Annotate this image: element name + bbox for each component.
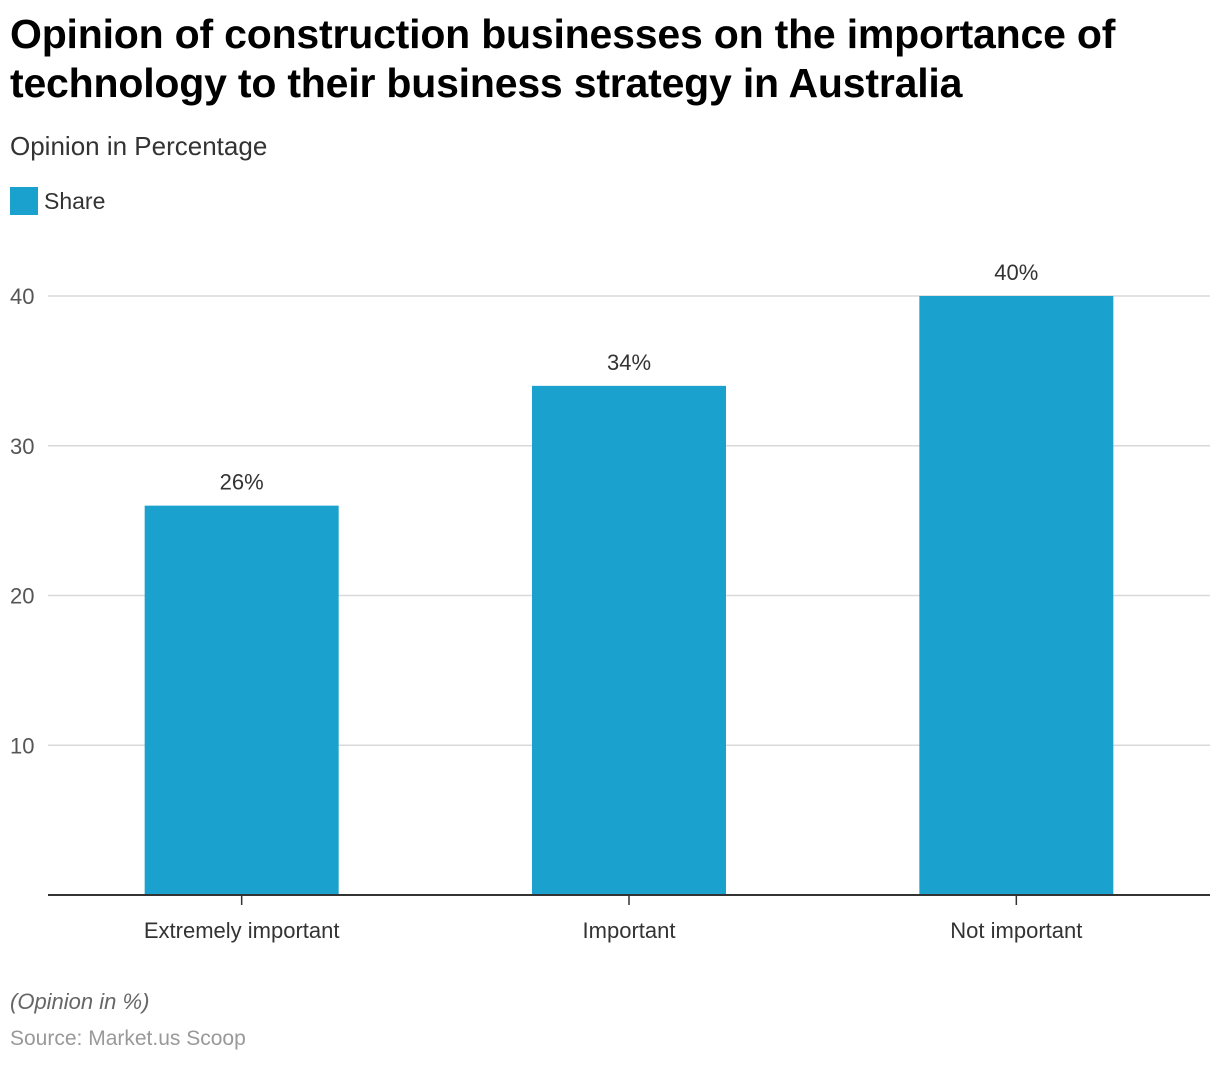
y-tick-label: 30 (10, 434, 34, 459)
y-tick-label: 10 (10, 733, 34, 758)
legend-swatch-share (10, 187, 38, 215)
x-tick-label: Important (583, 918, 676, 943)
data-label: 26% (220, 470, 264, 495)
footnote: (Opinion in %) (10, 989, 150, 1014)
bar (919, 296, 1114, 895)
source-note: Source: Market.us Scoop (10, 1027, 246, 1050)
x-tick-label: Not important (950, 918, 1082, 943)
data-label: 40% (994, 260, 1038, 285)
bar (144, 505, 339, 895)
chart-subtitle: Opinion in Percentage (10, 131, 268, 161)
data-label: 34% (607, 350, 651, 375)
legend: Share (10, 186, 105, 216)
y-tick-label: 20 (10, 584, 34, 609)
y-tick-label: 40 (10, 284, 34, 309)
x-tick-label: Extremely important (144, 918, 340, 943)
chart-title: Opinion of construction businesses on th… (10, 11, 1116, 106)
bar (532, 385, 726, 895)
legend-label-share: Share (44, 187, 106, 214)
